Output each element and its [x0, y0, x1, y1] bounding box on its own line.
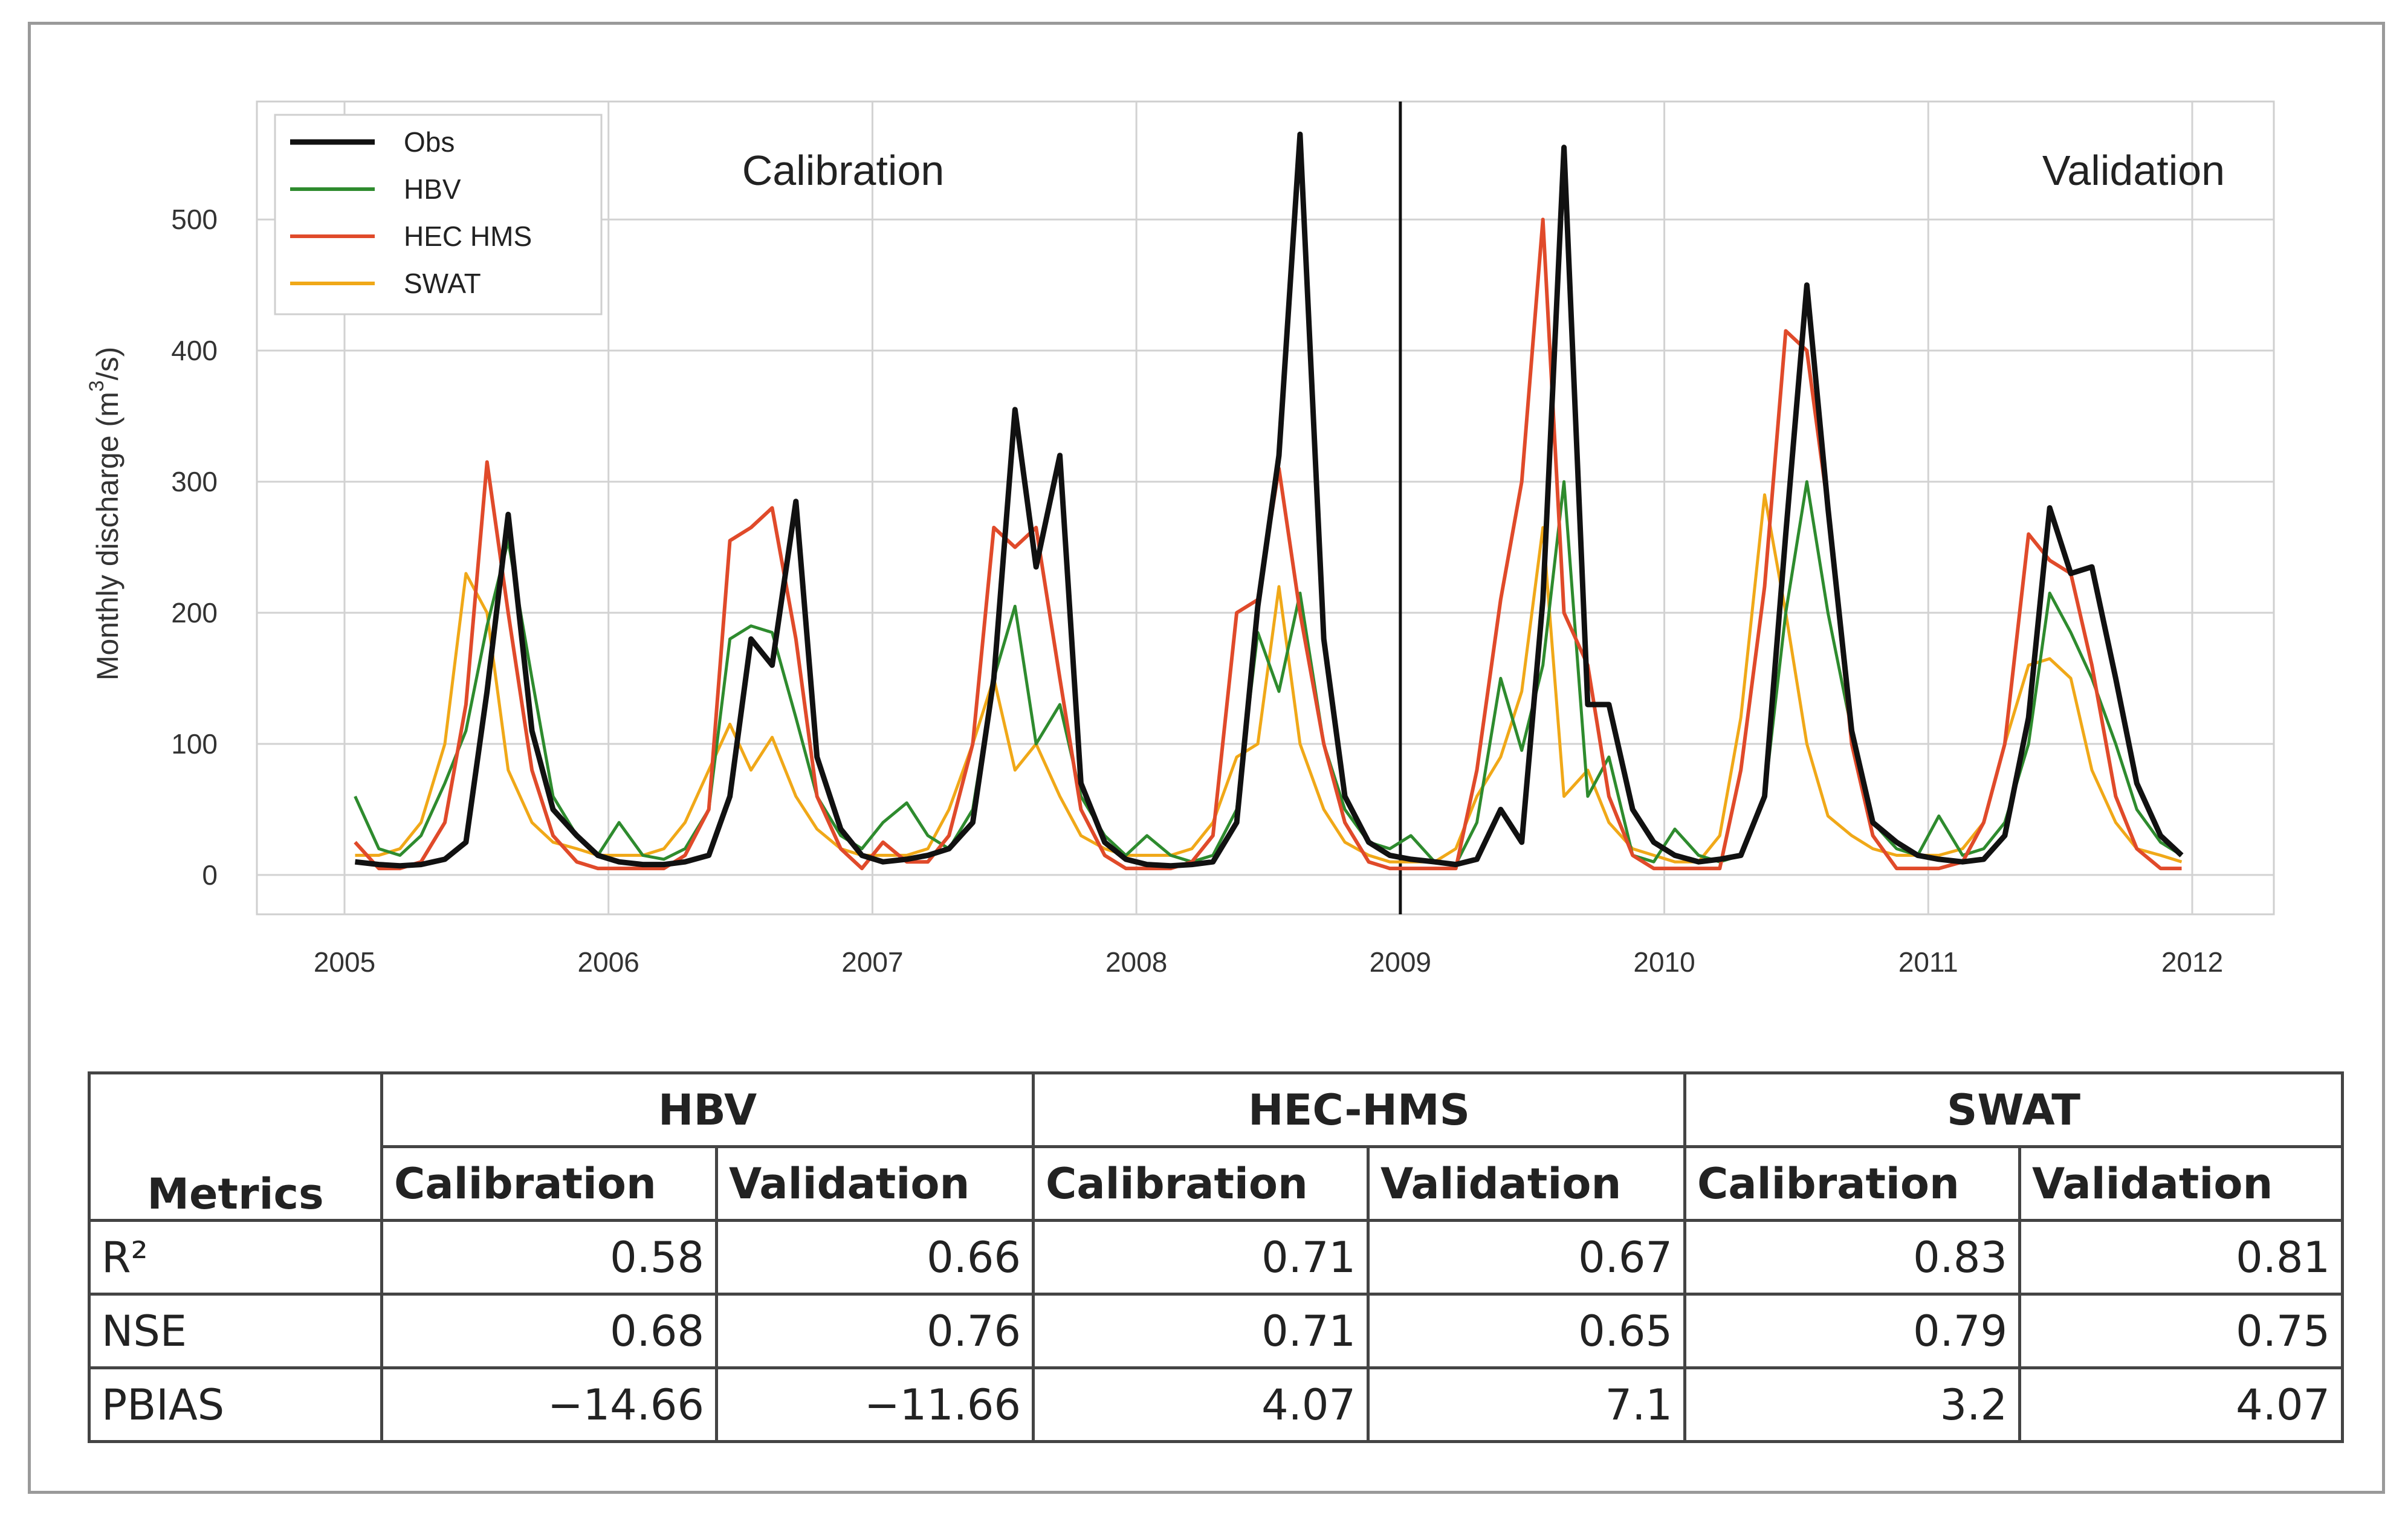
table-cell: 0.71	[1032, 1219, 1370, 1296]
table-cell: −11.66	[715, 1366, 1035, 1443]
x-tick-label: 2006	[578, 946, 639, 978]
table-row-r2: R² 0.58 0.66 0.71 0.67 0.83 0.81	[88, 1219, 2345, 1296]
x-tick-label: 2008	[1105, 946, 1167, 978]
table-row-nse: NSE 0.68 0.76 0.71 0.65 0.79 0.75	[88, 1293, 2345, 1369]
x-axis-ticks: 2005 2006 2007 2008 2009 2010 2011 2012	[314, 946, 2223, 978]
subheader-cell: Calibration	[1683, 1145, 2021, 1222]
table-subheader-row: Calibration Validation Calibration Valid…	[89, 1145, 2345, 1222]
table-cell: 0.75	[2018, 1293, 2345, 1369]
calibration-period-label: Calibration	[742, 147, 945, 194]
row-label: R²	[88, 1219, 383, 1296]
legend-label-hbv: HBV	[404, 173, 461, 205]
group-header-swat: SWAT	[1683, 1071, 2345, 1148]
subheader-cell: Calibration	[1032, 1145, 1370, 1222]
x-tick-label: 2011	[1898, 946, 1958, 978]
y-tick-label: 300	[171, 466, 218, 497]
legend-items: Obs HBV HEC HMS SWAT	[290, 126, 532, 299]
x-tick-label: 2012	[2161, 946, 2223, 978]
y-tick-label: 0	[202, 859, 218, 891]
subheader-cell: Validation	[715, 1145, 1035, 1222]
subheader-cell: Validation	[2018, 1145, 2345, 1222]
table-cell: 0.81	[2018, 1219, 2345, 1296]
legend-label-swat: SWAT	[404, 268, 481, 299]
row-label: PBIAS	[88, 1366, 383, 1443]
table-cell: 3.2	[1683, 1366, 2021, 1443]
table-cell: 7.1	[1367, 1366, 1686, 1443]
group-header-hec-hms: HEC-HMS	[1032, 1071, 1686, 1148]
legend-label-obs: Obs	[404, 126, 455, 158]
table-cell: 0.67	[1367, 1219, 1686, 1296]
row-label: NSE	[88, 1293, 383, 1369]
y-axis-label-superscript: 3	[85, 380, 108, 392]
series-layer	[354, 131, 2184, 871]
table-cell: 0.68	[380, 1293, 718, 1369]
discharge-chart: Calibration Validation 2005 2006 2007 2008 2…	[85, 100, 2275, 978]
y-axis-label: Monthly discharge (m3/s)	[85, 347, 125, 680]
x-tick-label: 2007	[841, 946, 903, 978]
table-cell: 4.07	[1032, 1366, 1370, 1443]
y-axis-label-tail: /s)	[91, 347, 125, 381]
subheader-cell: Calibration	[380, 1145, 718, 1222]
validation-period-label: Validation	[2042, 147, 2225, 194]
x-tick-label: 2010	[1633, 946, 1695, 978]
y-tick-label: 500	[171, 204, 218, 235]
table-cell: −14.66	[380, 1366, 718, 1443]
x-tick-label: 2009	[1370, 946, 1431, 978]
metrics-table: Metrics HBV HEC-HMS SWAT Calibration Val…	[88, 1071, 2345, 1443]
subheader-cell: Validation	[1367, 1145, 1686, 1222]
table-cell: 0.66	[715, 1219, 1035, 1296]
y-tick-label: 100	[171, 728, 218, 760]
legend-box	[274, 114, 603, 315]
table-cell: 0.58	[380, 1219, 718, 1296]
x-tick-label: 2005	[314, 946, 375, 978]
y-axis-label-base: Monthly discharge (m	[91, 392, 125, 680]
table-cell: 0.71	[1032, 1293, 1370, 1369]
table-group-row: Metrics HBV HEC-HMS SWAT	[88, 1071, 2345, 1222]
y-tick-label: 200	[171, 597, 218, 628]
group-header-hbv: HBV	[380, 1071, 1035, 1148]
legend-label-hec-hms: HEC HMS	[404, 221, 532, 252]
series-line-obs	[354, 131, 2184, 869]
table-row-pbias: PBIAS −14.66 −11.66 4.07 7.1 3.2 4.07	[88, 1366, 2345, 1443]
table-cell: 0.79	[1683, 1293, 2021, 1369]
y-tick-label: 400	[171, 335, 218, 366]
table-cell: 0.83	[1683, 1219, 2021, 1296]
y-axis-ticks: 0 100 200 300 400 500	[171, 204, 218, 891]
metrics-header-cell: Metrics	[88, 1071, 383, 1222]
table-cell: 0.65	[1367, 1293, 1686, 1369]
table-cell: 4.07	[2018, 1366, 2345, 1443]
table-cell: 0.76	[715, 1293, 1035, 1369]
legend: Obs HBV HEC HMS SWAT	[274, 114, 603, 315]
